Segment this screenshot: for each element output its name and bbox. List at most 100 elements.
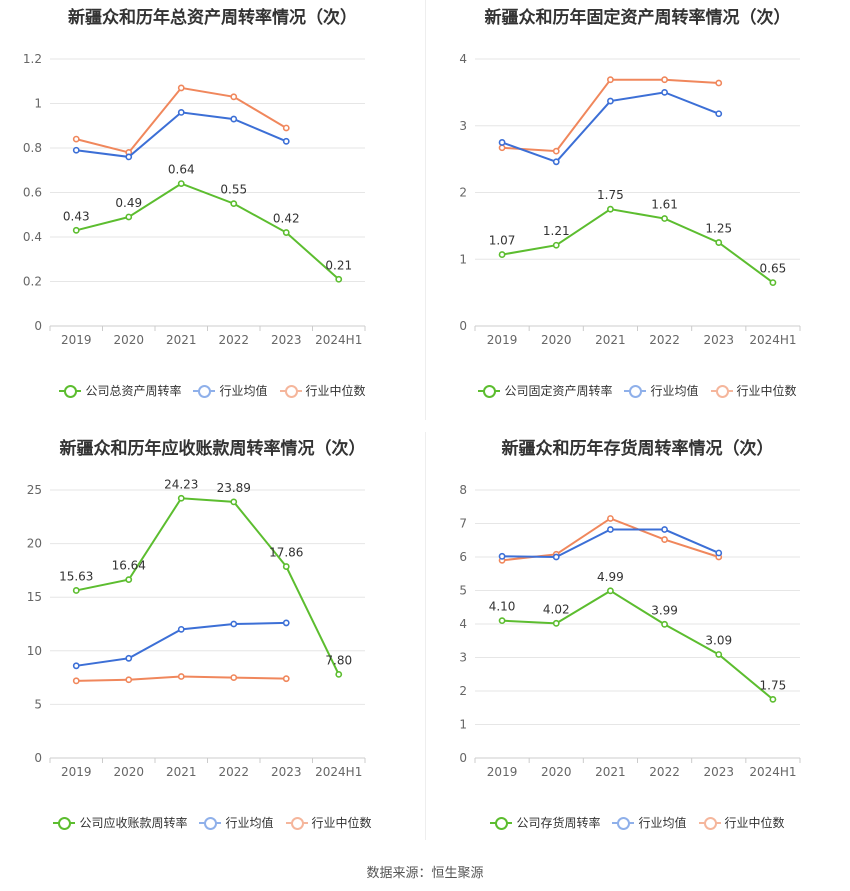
data-point-company[interactable] (552, 241, 560, 249)
chart-total-asset-turnover: 新疆众和历年总资产周转率情况（次） 0 0.2 0.4 0.6 0.8 1 1.2 2019 2… (0, 0, 425, 420)
data-point-industry-median[interactable] (125, 676, 133, 684)
data-point-industry-avg[interactable] (715, 549, 723, 557)
data-point-industry-avg[interactable] (282, 619, 290, 627)
legend-item-industry-avg[interactable]: 行业均值 (612, 814, 687, 831)
data-point-industry-median[interactable] (230, 93, 238, 101)
data-point-company[interactable] (769, 279, 777, 287)
data-point-industry-avg[interactable] (125, 654, 133, 662)
series-line-company (502, 589, 774, 701)
chart-legend: 公司存货周转率 行业均值 行业中位数 (425, 814, 850, 831)
data-point-company[interactable] (769, 695, 777, 703)
data-point-industry-median[interactable] (72, 135, 80, 143)
data-point-industry-median[interactable] (230, 674, 238, 681)
data-point-industry-avg[interactable] (72, 662, 80, 670)
data-point-industry-median[interactable] (72, 677, 80, 685)
legend-label: 行业中位数 (305, 384, 366, 398)
data-point-company[interactable] (607, 587, 614, 595)
data-point-industry-avg[interactable] (177, 109, 185, 116)
data-point-company[interactable] (715, 239, 723, 246)
data-point-industry-avg[interactable] (282, 137, 290, 145)
data-point-industry-median[interactable] (552, 147, 560, 155)
data-point-company[interactable] (335, 670, 343, 678)
legend-item-industry-median[interactable]: 行业中位数 (285, 814, 372, 831)
legend-item-industry-avg[interactable]: 行业均值 (624, 382, 699, 399)
data-point-industry-median[interactable] (177, 84, 185, 92)
data-point-industry-avg[interactable] (72, 146, 80, 154)
legend-item-company[interactable]: 公司应收账款周转率 (53, 814, 187, 831)
x-tick-label: 2022 (218, 333, 249, 347)
data-point-industry-avg[interactable] (552, 158, 560, 166)
data-label: 0.43 (63, 209, 90, 223)
data-point-industry-median[interactable] (661, 536, 668, 543)
data-point-company[interactable] (498, 251, 506, 258)
legend-item-industry-median[interactable]: 行业中位数 (279, 382, 366, 399)
legend-item-company[interactable]: 公司总资产周转率 (59, 382, 181, 399)
data-point-company[interactable] (607, 205, 614, 213)
data-label: 0.42 (273, 212, 300, 226)
data-point-industry-avg[interactable] (498, 139, 506, 146)
data-point-industry-median[interactable] (498, 144, 506, 152)
data-point-company[interactable] (552, 619, 560, 627)
data-point-industry-avg[interactable] (230, 115, 238, 123)
x-tick-label: 2019 (61, 333, 92, 347)
legend-item-industry-median[interactable]: 行业中位数 (710, 382, 797, 399)
data-point-industry-avg[interactable] (715, 110, 723, 118)
data-point-company[interactable] (661, 620, 668, 628)
x-tick-label: 2019 (487, 765, 518, 779)
x-tick-label: 2021 (166, 333, 197, 347)
data-point-industry-avg[interactable] (607, 526, 614, 533)
data-point-company[interactable] (715, 651, 723, 658)
data-point-company[interactable] (498, 617, 506, 625)
x-tick-label: 2020 (113, 765, 144, 779)
data-point-industry-median[interactable] (177, 673, 185, 680)
data-point-company[interactable] (282, 229, 290, 236)
legend-item-industry-avg[interactable]: 行业均值 (193, 382, 268, 399)
data-point-industry-avg[interactable] (661, 88, 668, 96)
data-point-company[interactable] (125, 213, 133, 221)
data-point-company[interactable] (335, 275, 343, 283)
data-point-industry-median[interactable] (282, 124, 290, 132)
data-point-company[interactable] (282, 563, 290, 570)
data-point-industry-avg[interactable] (125, 153, 133, 161)
data-label: 0.49 (115, 196, 142, 210)
data-point-company[interactable] (230, 498, 238, 506)
x-tick-label: 2024H1 (315, 765, 362, 779)
data-point-company[interactable] (72, 587, 80, 594)
data-point-company[interactable] (125, 576, 133, 584)
chart-fixed-asset-turnover: 新疆众和历年固定资产周转率情况（次） 0 1 2 3 4 2019 2020 2021 2022… (425, 0, 850, 420)
legend-item-company[interactable]: 公司存货周转率 (490, 814, 600, 831)
data-point-industry-avg[interactable] (607, 97, 614, 105)
data-point-company[interactable] (230, 200, 238, 208)
y-tick-label: 4 (459, 617, 467, 631)
data-point-industry-median[interactable] (607, 515, 614, 522)
legend-item-industry-median[interactable]: 行业中位数 (698, 814, 785, 831)
x-tick-label: 2021 (595, 333, 626, 347)
data-point-industry-median[interactable] (607, 76, 614, 84)
legend-company-marker-icon (53, 816, 76, 830)
legend-label: 行业均值 (225, 816, 274, 830)
y-tick-label: 25 (27, 483, 42, 497)
data-point-company[interactable] (661, 215, 668, 222)
series-line-industry-median (502, 78, 719, 153)
data-label: 0.55 (220, 183, 247, 197)
data-point-industry-avg[interactable] (552, 553, 560, 561)
data-point-company[interactable] (177, 494, 185, 502)
legend-item-industry-avg[interactable]: 行业均值 (199, 814, 274, 831)
data-point-industry-avg[interactable] (498, 552, 506, 560)
legend-item-company[interactable]: 公司固定资产周转率 (478, 382, 612, 399)
data-point-industry-avg[interactable] (661, 526, 668, 533)
data-label: 0.64 (168, 163, 195, 177)
data-point-industry-median[interactable] (715, 79, 723, 87)
data-point-industry-median[interactable] (661, 76, 668, 84)
data-label: 4.02 (543, 602, 570, 616)
x-tick-label: 2019 (487, 333, 518, 347)
data-point-industry-avg[interactable] (177, 625, 185, 633)
data-point-industry-avg[interactable] (230, 620, 238, 628)
y-tick-label: 3 (459, 651, 467, 665)
chart-title: 新疆众和历年总资产周转率情况（次） (68, 8, 357, 28)
x-tick-label: 2023 (703, 765, 734, 779)
data-point-company[interactable] (177, 180, 185, 187)
data-point-company[interactable] (72, 226, 80, 234)
data-point-industry-median[interactable] (282, 675, 290, 683)
x-tick-label: 2022 (218, 765, 249, 779)
